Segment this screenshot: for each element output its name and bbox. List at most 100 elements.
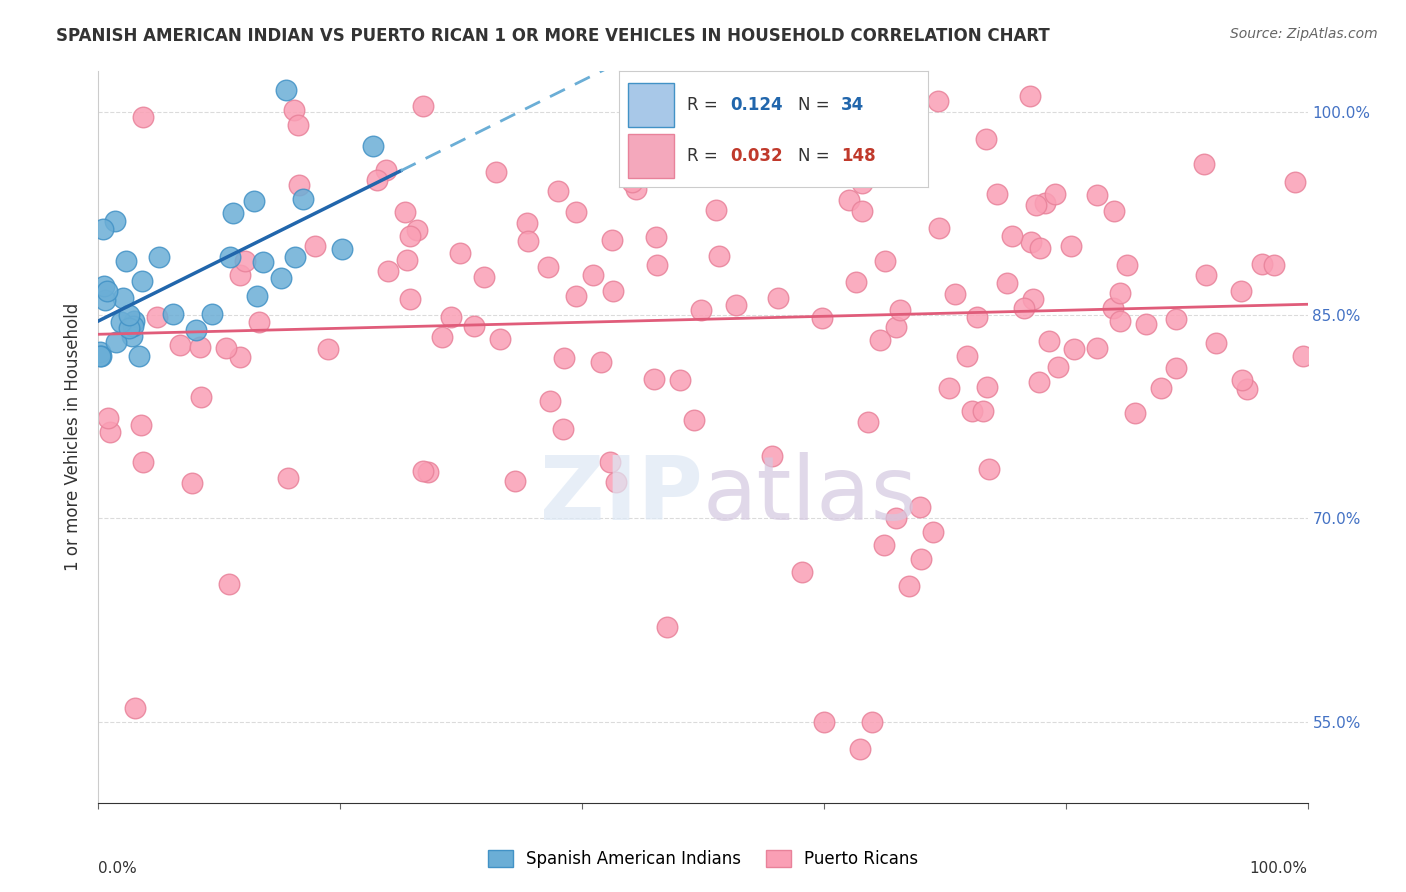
Legend: Spanish American Indians, Puerto Ricans: Spanish American Indians, Puerto Ricans — [481, 844, 925, 875]
Point — [184, 323, 207, 337]
Point — [489, 332, 512, 346]
Point — [412, 99, 434, 113]
Point — [516, 234, 538, 248]
Point — [1028, 375, 1050, 389]
Point — [1101, 301, 1123, 315]
Text: atlas: atlas — [703, 452, 918, 539]
Point — [682, 412, 704, 426]
Point — [304, 239, 326, 253]
Point — [643, 372, 665, 386]
Point — [897, 579, 920, 593]
Point — [1150, 381, 1173, 395]
Point — [547, 184, 569, 198]
Point — [416, 465, 439, 479]
Point — [124, 701, 146, 715]
Point — [190, 390, 212, 404]
Point — [693, 146, 716, 161]
Point — [856, 416, 879, 430]
Point — [605, 475, 627, 489]
Point — [591, 355, 613, 369]
Point — [797, 136, 820, 151]
Point — [886, 511, 908, 525]
Point — [215, 342, 238, 356]
Point — [869, 333, 891, 347]
Point — [233, 253, 256, 268]
Point — [1194, 156, 1216, 170]
Point — [655, 620, 678, 634]
Point — [921, 524, 943, 539]
Point — [669, 373, 692, 387]
Point — [1038, 334, 1060, 349]
Point — [316, 342, 339, 356]
Point — [860, 714, 883, 729]
Point — [111, 291, 134, 305]
Point — [145, 310, 167, 325]
Point — [986, 187, 1008, 202]
Point — [581, 268, 603, 282]
Point — [1033, 195, 1056, 210]
Point — [252, 254, 274, 268]
Point — [377, 264, 399, 278]
Text: N =: N = — [799, 96, 835, 114]
Point — [110, 315, 132, 329]
Point — [710, 141, 733, 155]
Point — [1059, 239, 1081, 253]
Point — [761, 160, 783, 174]
Point — [1205, 336, 1227, 351]
Point — [849, 741, 872, 756]
Point — [709, 249, 731, 263]
Point — [330, 242, 353, 256]
Point — [599, 455, 621, 469]
Point — [928, 220, 950, 235]
Point — [366, 173, 388, 187]
Point — [399, 292, 422, 306]
Point — [1284, 175, 1306, 189]
Point — [115, 254, 138, 268]
Text: 34: 34 — [841, 96, 865, 114]
Point — [966, 310, 988, 324]
Point — [1109, 314, 1132, 328]
Point — [910, 552, 932, 566]
Point — [1102, 204, 1125, 219]
Point — [813, 714, 835, 729]
Point — [430, 330, 453, 344]
Point — [503, 474, 526, 488]
Point — [553, 351, 575, 366]
Point — [689, 303, 711, 318]
Point — [449, 245, 471, 260]
Point — [845, 275, 868, 289]
Point — [960, 404, 983, 418]
Point — [188, 340, 211, 354]
Point — [132, 455, 155, 469]
Point — [889, 303, 911, 318]
Point — [361, 139, 384, 153]
Point — [565, 205, 588, 219]
Point — [162, 307, 184, 321]
Point — [128, 349, 150, 363]
Text: 148: 148 — [841, 147, 876, 165]
Point — [287, 178, 309, 192]
Point — [98, 425, 121, 439]
Point — [131, 417, 153, 432]
Point — [908, 500, 931, 515]
FancyBboxPatch shape — [628, 134, 675, 178]
Point — [97, 411, 120, 425]
Point — [766, 291, 789, 305]
Point — [884, 319, 907, 334]
Point — [803, 138, 825, 153]
Text: Source: ZipAtlas.com: Source: ZipAtlas.com — [1230, 27, 1378, 41]
Point — [118, 308, 141, 322]
Point — [180, 476, 202, 491]
Point — [761, 449, 783, 463]
Point — [247, 315, 270, 329]
Point — [956, 350, 979, 364]
Text: 0.124: 0.124 — [730, 96, 783, 114]
Y-axis label: 1 or more Vehicles in Household: 1 or more Vehicles in Household — [65, 303, 83, 571]
Point — [1047, 359, 1070, 374]
Point — [976, 379, 998, 393]
Point — [132, 110, 155, 124]
Point — [873, 538, 896, 552]
Point — [284, 250, 307, 264]
Point — [1025, 198, 1047, 212]
Point — [1263, 258, 1285, 272]
